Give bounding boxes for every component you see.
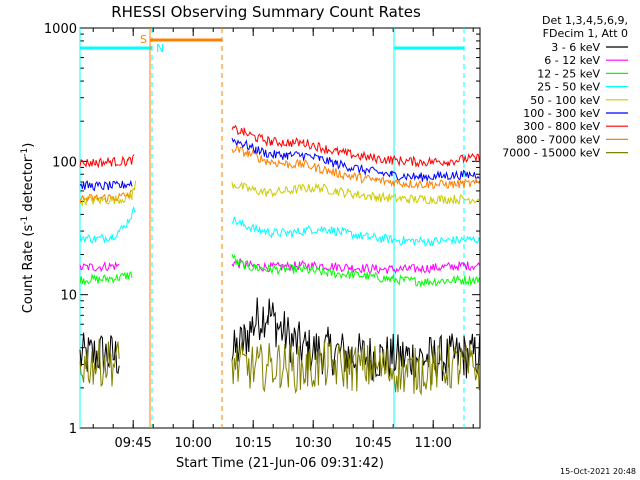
legend-label: 300 - 800 keV <box>523 120 600 133</box>
legend-label: 7000 - 15000 keV <box>502 147 600 160</box>
series-line-8 <box>79 338 480 396</box>
legend-label: 25 - 50 keV <box>537 81 600 94</box>
legend-header-line-2: FDecim 1, Att 0 <box>543 27 628 40</box>
legend-label: 50 - 100 keV <box>530 94 600 107</box>
x-tick-label: 10:15 <box>234 436 271 451</box>
saa-marker-label: S <box>140 33 147 46</box>
series-line-1 <box>79 258 481 275</box>
x-tick-label: 09:45 <box>114 436 151 451</box>
night-marker-label: N <box>156 42 164 55</box>
axis-ticks: 1 10 100 1000 09:45 10:00 10:15 10:30 10:45 11:00 <box>44 22 480 451</box>
x-tick-label: 10:00 <box>174 436 211 451</box>
timestamp: 15-Oct-2021 20:48 <box>560 467 636 476</box>
legend-label: 3 - 6 keV <box>551 41 600 54</box>
legend-label: 800 - 7000 keV <box>516 133 600 146</box>
series-layer <box>79 124 481 396</box>
series-line-3 <box>79 206 481 247</box>
series-line-4 <box>79 180 481 207</box>
y-tick-label: 10 <box>60 289 77 304</box>
series-line-7 <box>79 145 481 204</box>
legend-header-line-1: Det 1,3,4,5,6,9, <box>542 14 628 27</box>
x-tick-label: 11:00 <box>414 436 451 451</box>
y-axis-label: Count Rate (s-1 detector-1) <box>20 143 36 314</box>
legend-label: 12 - 25 keV <box>537 67 600 80</box>
series-line-5 <box>79 137 480 192</box>
series-line-2 <box>79 253 480 288</box>
y-tick-label: 1000 <box>44 22 77 37</box>
x-tick-label: 10:45 <box>354 436 391 451</box>
y-tick-label: 1 <box>69 422 77 437</box>
series-line-6 <box>79 124 481 169</box>
legend-label: 100 - 300 keV <box>523 107 600 120</box>
x-axis-label: Start Time (21-Jun-06 09:31:42) <box>176 456 384 471</box>
x-tick-label: 10:30 <box>294 436 331 451</box>
legend-label: 6 - 12 keV <box>544 54 600 67</box>
chart-title: RHESSI Observing Summary Count Rates <box>111 3 421 21</box>
y-tick-label: 100 <box>52 155 77 170</box>
